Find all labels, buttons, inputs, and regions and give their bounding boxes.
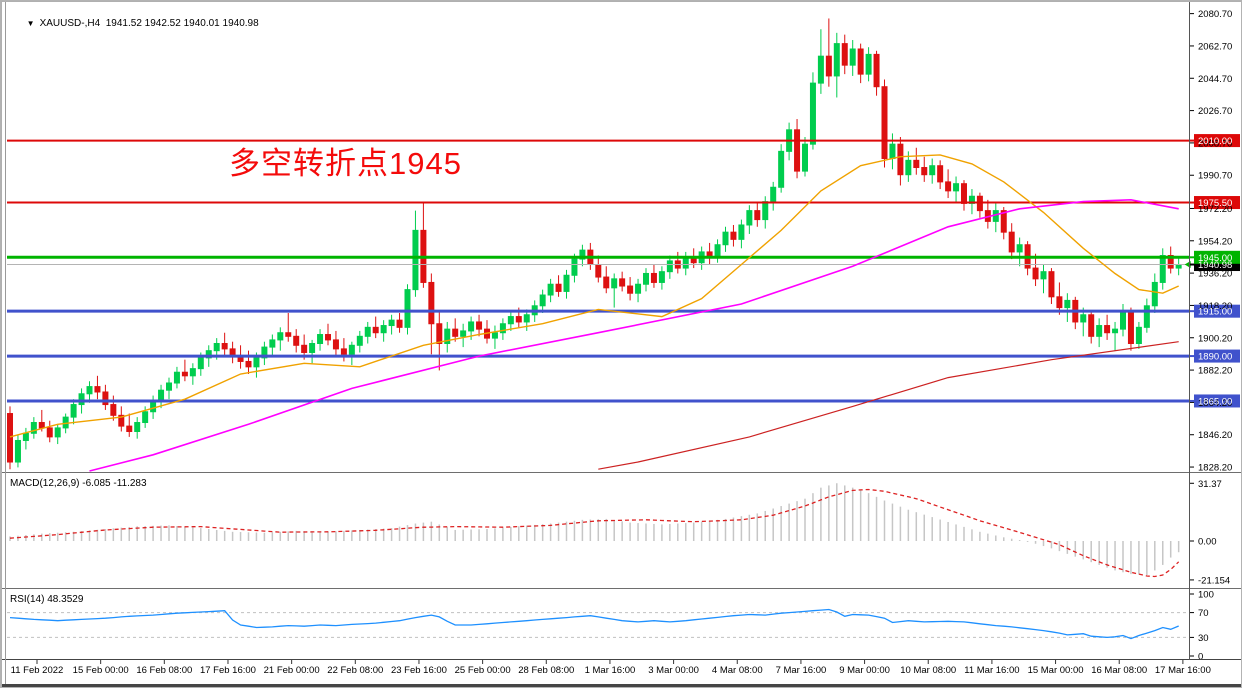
time-axis[interactable] [36,660,1184,664]
time-tick-label: 21 Feb 00:00 [264,665,320,676]
price-tick-label: 1936.20 [1198,269,1232,280]
price-tick-label: 1990.70 [1198,171,1232,182]
price-tick-label: 1918.20 [1198,301,1232,312]
ma-mid-magenta [89,198,1179,472]
price-tick-label: 2062.70 [1198,41,1232,52]
price-tick-label: 1972.20 [1198,204,1232,215]
symbol-name: XAUUSD-,H4 [39,18,101,29]
ma-fast-orange [9,154,1179,438]
time-tick-label: 11 Feb 2022 [11,665,64,676]
time-tick-label: 17 Feb 16:00 [200,665,256,676]
macd-tick-label: 31.37 [1198,479,1222,490]
time-tick-label: 16 Mar 08:00 [1091,665,1147,676]
time-tick-label: 15 Feb 00:00 [73,665,129,676]
ma-slow-red [598,341,1179,470]
time-tick-label: 16 Feb 08:00 [136,665,192,676]
price-tick-label: 1828.20 [1198,463,1232,474]
price-tick-label: 2044.70 [1198,74,1232,85]
rsi-tick-label: 0 [1198,652,1203,663]
time-tick-label: 3 Mar 00:00 [648,665,699,676]
macd-panel[interactable] [9,482,1194,581]
macd-tick-label: -21.154 [1198,575,1230,586]
time-tick-label: 25 Feb 00:00 [455,665,511,676]
time-tick-label: 15 Mar 00:00 [1028,665,1084,676]
time-tick-label: 10 Mar 08:00 [900,665,956,676]
price-tick-label: 1900.20 [1198,333,1232,344]
chevron-down-icon[interactable]: ▼ [26,19,35,28]
rsi-tick-label: 30 [1198,633,1209,644]
rsi-tick-label: 70 [1198,608,1209,619]
svg-text:1945.00: 1945.00 [1198,253,1232,264]
time-tick-label: 28 Feb 08:00 [518,665,574,676]
rsi-line [9,608,1179,640]
time-tick-label: 22 Feb 08:00 [327,665,383,676]
symbol-ohlc-label: ▼ XAUUSD-,H4 1941.52 1942.52 1940.01 1940… [10,7,259,40]
price-tick-label: 2080.70 [1198,9,1232,20]
price-tick-label: 1846.20 [1198,430,1232,441]
time-tick-label: 17 Mar 16:00 [1155,665,1211,676]
svg-text:1975.50: 1975.50 [1198,198,1232,209]
annotation-text: 多空转折点1945 [229,146,462,181]
svg-text:1915.00: 1915.00 [1198,307,1232,318]
time-tick-label: 9 Mar 00:00 [839,665,890,676]
svg-text:1940.98: 1940.98 [1198,260,1232,271]
price-tick-label: 2008.70 [1198,138,1232,149]
ohlc-values: 1941.52 1942.52 1940.01 1940.98 [105,18,259,29]
time-tick-label: 11 Mar 16:00 [964,665,1019,676]
price-tick-label: 2026.70 [1198,106,1232,117]
rsi-tick-label: 100 [1198,590,1214,601]
price-tick-label: 1954.20 [1198,236,1232,247]
price-tick-label: 1882.20 [1198,366,1232,377]
price-tick-label: 1864.20 [1198,398,1232,409]
horizontal-level-lines [7,139,1189,403]
time-tick-label: 4 Mar 08:00 [712,665,763,676]
svg-text:2010.00: 2010.00 [1198,136,1232,147]
macd-indicator-label: MACD(12,26,9) -6.085 -11.283 [10,478,147,489]
time-tick-label: 1 Mar 16:00 [585,665,636,676]
time-tick-label: 7 Mar 16:00 [776,665,827,676]
svg-text:1890.00: 1890.00 [1198,352,1232,363]
macd-tick-label: 0.00 [1198,537,1217,548]
window-bottom-edge [1,684,1241,687]
time-tick-label: 23 Feb 16:00 [391,665,447,676]
rsi-indicator-label: RSI(14) 48.3529 [10,594,84,605]
svg-text:1865.00: 1865.00 [1198,396,1232,407]
